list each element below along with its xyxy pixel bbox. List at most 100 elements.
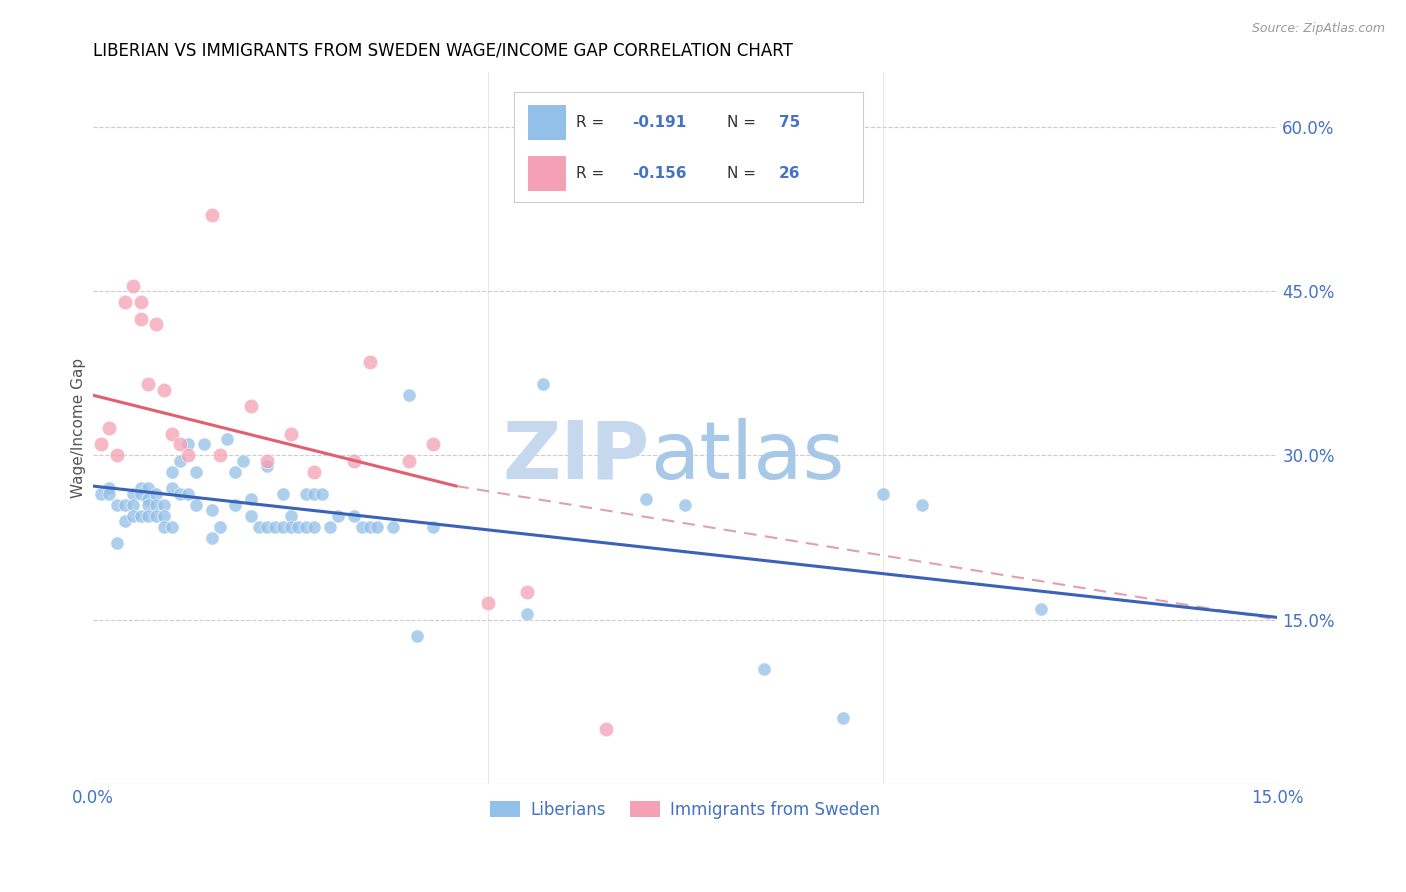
Point bbox=[911, 498, 934, 512]
Point bbox=[138, 492, 160, 507]
Text: ZIP: ZIP bbox=[502, 417, 650, 496]
Point bbox=[145, 487, 167, 501]
Point bbox=[145, 508, 167, 523]
Point bbox=[129, 481, 152, 495]
Point bbox=[90, 437, 112, 451]
Point bbox=[208, 449, 231, 463]
Point bbox=[350, 519, 373, 533]
Point bbox=[201, 503, 224, 517]
Point bbox=[832, 711, 855, 725]
Point bbox=[129, 311, 152, 326]
Point bbox=[224, 498, 246, 512]
Point bbox=[287, 519, 309, 533]
Point bbox=[232, 454, 254, 468]
Point bbox=[98, 487, 121, 501]
Point bbox=[311, 487, 333, 501]
Point bbox=[177, 449, 200, 463]
Point bbox=[359, 519, 381, 533]
Point bbox=[121, 278, 143, 293]
Point bbox=[98, 421, 121, 435]
Point bbox=[160, 481, 183, 495]
Point bbox=[280, 426, 302, 441]
Point bbox=[105, 449, 128, 463]
Point bbox=[240, 508, 263, 523]
Point bbox=[595, 722, 617, 736]
Point bbox=[247, 519, 270, 533]
Point bbox=[634, 492, 657, 507]
Point bbox=[271, 487, 294, 501]
Point bbox=[271, 519, 294, 533]
Point bbox=[240, 492, 263, 507]
Point bbox=[302, 487, 325, 501]
Point bbox=[398, 388, 420, 402]
Legend: Liberians, Immigrants from Sweden: Liberians, Immigrants from Sweden bbox=[484, 794, 887, 825]
Point bbox=[105, 498, 128, 512]
Point bbox=[208, 519, 231, 533]
Point bbox=[153, 508, 176, 523]
Point bbox=[302, 465, 325, 479]
Point bbox=[98, 481, 121, 495]
Point bbox=[90, 487, 112, 501]
Point bbox=[177, 437, 200, 451]
Point bbox=[169, 454, 191, 468]
Point bbox=[217, 432, 239, 446]
Point bbox=[422, 519, 444, 533]
Point bbox=[121, 508, 143, 523]
Point bbox=[121, 498, 143, 512]
Point bbox=[240, 399, 263, 413]
Point bbox=[121, 487, 143, 501]
Point bbox=[516, 607, 538, 621]
Point bbox=[280, 519, 302, 533]
Point bbox=[201, 531, 224, 545]
Point bbox=[422, 437, 444, 451]
Point bbox=[129, 508, 152, 523]
Point bbox=[398, 454, 420, 468]
Point bbox=[326, 508, 349, 523]
Point bbox=[138, 508, 160, 523]
Point bbox=[872, 487, 894, 501]
Text: Source: ZipAtlas.com: Source: ZipAtlas.com bbox=[1251, 22, 1385, 36]
Point bbox=[263, 519, 285, 533]
Point bbox=[160, 519, 183, 533]
Point bbox=[160, 426, 183, 441]
Point bbox=[295, 519, 318, 533]
Point bbox=[153, 498, 176, 512]
Point bbox=[169, 487, 191, 501]
Point bbox=[256, 459, 278, 474]
Point bbox=[531, 377, 554, 392]
Point bbox=[138, 377, 160, 392]
Point bbox=[138, 498, 160, 512]
Point bbox=[359, 355, 381, 369]
Point bbox=[319, 519, 342, 533]
Point bbox=[201, 208, 224, 222]
Point bbox=[184, 465, 207, 479]
Point bbox=[343, 508, 366, 523]
Point bbox=[673, 498, 696, 512]
Point bbox=[114, 514, 136, 528]
Point bbox=[280, 508, 302, 523]
Point bbox=[153, 383, 176, 397]
Point bbox=[193, 437, 215, 451]
Point bbox=[129, 487, 152, 501]
Point bbox=[145, 317, 167, 331]
Point bbox=[145, 498, 167, 512]
Point bbox=[516, 585, 538, 599]
Point bbox=[477, 596, 499, 610]
Point bbox=[114, 295, 136, 310]
Point bbox=[160, 465, 183, 479]
Point bbox=[153, 519, 176, 533]
Y-axis label: Wage/Income Gap: Wage/Income Gap bbox=[72, 358, 86, 498]
Point bbox=[138, 481, 160, 495]
Text: LIBERIAN VS IMMIGRANTS FROM SWEDEN WAGE/INCOME GAP CORRELATION CHART: LIBERIAN VS IMMIGRANTS FROM SWEDEN WAGE/… bbox=[93, 42, 793, 60]
Text: atlas: atlas bbox=[650, 417, 844, 496]
Point bbox=[302, 519, 325, 533]
Point bbox=[129, 295, 152, 310]
Point bbox=[295, 487, 318, 501]
Point bbox=[405, 629, 427, 643]
Point bbox=[754, 662, 776, 676]
Point bbox=[177, 487, 200, 501]
Point bbox=[366, 519, 388, 533]
Point bbox=[169, 437, 191, 451]
Point bbox=[256, 454, 278, 468]
Point bbox=[114, 498, 136, 512]
